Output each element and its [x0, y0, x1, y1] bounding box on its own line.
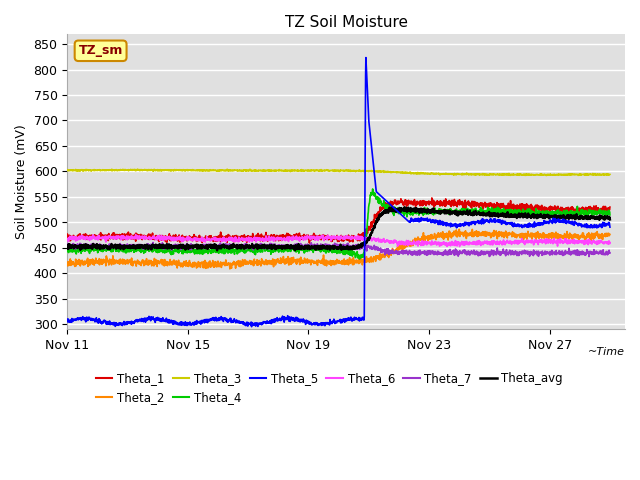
- Theta_6: [591, 239, 598, 245]
- Theta_avg: [213, 248, 221, 253]
- Theta_4: [313, 247, 321, 252]
- Line: Theta_3: Theta_3: [67, 169, 610, 176]
- Theta_5: [248, 324, 255, 330]
- Theta_1: [606, 204, 614, 210]
- Line: Theta_7: Theta_7: [67, 242, 610, 257]
- Line: Theta_avg: Theta_avg: [67, 207, 610, 251]
- Theta_2: [606, 231, 614, 237]
- Theta_avg: [63, 244, 71, 250]
- Theta_avg: [313, 244, 321, 250]
- Theta_7: [91, 243, 99, 249]
- Theta_6: [313, 233, 321, 239]
- Theta_5: [492, 219, 499, 225]
- Theta_3: [63, 167, 71, 173]
- Theta_7: [591, 251, 598, 257]
- Line: Theta_5: Theta_5: [67, 58, 610, 327]
- Theta_5: [91, 319, 99, 325]
- Theta_4: [356, 256, 364, 262]
- Theta_1: [591, 210, 598, 216]
- Theta_7: [313, 242, 321, 248]
- Theta_2: [226, 266, 234, 272]
- Theta_2: [591, 233, 598, 239]
- Theta_3: [246, 167, 254, 172]
- Theta_2: [328, 258, 335, 264]
- Theta_4: [492, 208, 499, 214]
- Theta_6: [63, 236, 71, 241]
- Theta_3: [328, 168, 335, 173]
- Theta_3: [91, 168, 99, 173]
- Theta_6: [606, 240, 614, 245]
- Text: TZ_sm: TZ_sm: [79, 44, 123, 57]
- Theta_5: [591, 222, 598, 228]
- Theta_7: [328, 245, 335, 251]
- Theta_7: [149, 240, 157, 245]
- Theta_4: [369, 186, 376, 192]
- Line: Theta_2: Theta_2: [67, 229, 610, 269]
- Theta_2: [591, 235, 598, 241]
- Theta_4: [591, 211, 598, 217]
- Theta_7: [491, 251, 499, 256]
- Theta_3: [591, 171, 598, 177]
- Theta_4: [63, 246, 71, 252]
- Title: TZ Soil Moisture: TZ Soil Moisture: [285, 15, 408, 30]
- Line: Theta_6: Theta_6: [67, 235, 610, 247]
- Theta_7: [591, 249, 598, 255]
- Theta_1: [91, 234, 99, 240]
- Theta_avg: [492, 212, 499, 218]
- Theta_avg: [606, 216, 614, 222]
- Line: Theta_1: Theta_1: [67, 198, 610, 243]
- Theta_6: [132, 232, 140, 238]
- Theta_6: [456, 244, 463, 250]
- Text: ~Time: ~Time: [588, 347, 625, 357]
- Theta_1: [591, 204, 598, 210]
- Theta_2: [63, 260, 71, 266]
- Theta_5: [63, 318, 71, 324]
- Theta_3: [591, 172, 598, 178]
- Theta_5: [313, 321, 321, 327]
- Theta_5: [362, 55, 370, 60]
- Theta_3: [543, 173, 550, 179]
- Theta_1: [63, 231, 71, 237]
- Theta_2: [313, 259, 321, 265]
- Theta_1: [328, 239, 335, 244]
- Theta_6: [591, 240, 598, 245]
- Theta_2: [456, 227, 463, 232]
- Theta_4: [327, 248, 335, 253]
- Theta_1: [305, 240, 313, 246]
- Theta_avg: [591, 216, 598, 222]
- Theta_7: [63, 241, 71, 247]
- Theta_5: [328, 320, 335, 325]
- Theta_4: [591, 208, 598, 214]
- Theta_6: [91, 235, 99, 240]
- Theta_1: [313, 233, 321, 239]
- Theta_7: [585, 254, 593, 260]
- Theta_6: [328, 235, 335, 241]
- Theta_5: [591, 225, 598, 230]
- Theta_3: [606, 171, 614, 177]
- Theta_1: [428, 195, 436, 201]
- Theta_7: [606, 250, 614, 256]
- Theta_5: [606, 224, 614, 230]
- Theta_1: [492, 203, 499, 208]
- Theta_4: [91, 246, 99, 252]
- Theta_2: [492, 230, 499, 236]
- Theta_2: [91, 261, 99, 266]
- Legend: Theta_1, Theta_2, Theta_3, Theta_4, Theta_5, Theta_6, Theta_7, Theta_avg: Theta_1, Theta_2, Theta_3, Theta_4, Thet…: [91, 368, 568, 409]
- Theta_4: [606, 212, 614, 218]
- Theta_3: [491, 172, 499, 178]
- Y-axis label: Soil Moisture (mV): Soil Moisture (mV): [15, 124, 28, 239]
- Theta_avg: [328, 244, 335, 250]
- Theta_avg: [91, 244, 99, 250]
- Theta_avg: [388, 204, 396, 210]
- Theta_3: [313, 168, 321, 173]
- Theta_6: [492, 240, 499, 245]
- Line: Theta_4: Theta_4: [67, 189, 610, 259]
- Theta_avg: [591, 214, 598, 220]
